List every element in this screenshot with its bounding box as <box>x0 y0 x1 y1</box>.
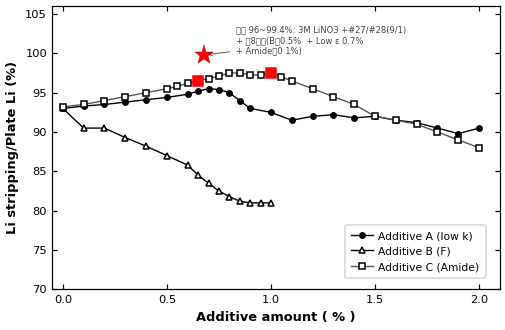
Additive A (low k) <box>268 110 274 114</box>
Additive A (low k) <box>350 116 357 120</box>
Additive A (low k) <box>60 107 66 111</box>
Additive A (low k) <box>330 113 336 117</box>
Additive A (low k) <box>371 114 377 118</box>
Additive A (low k) <box>216 87 222 91</box>
Additive C (Amide) <box>392 118 398 122</box>
Additive B (F) <box>101 126 107 130</box>
Additive C (Amide) <box>101 99 107 103</box>
Additive A (low k) <box>184 92 190 96</box>
Additive A (low k) <box>434 126 440 130</box>
Additive C (Amide) <box>330 95 336 99</box>
Additive C (Amide) <box>257 73 263 77</box>
Additive A (low k) <box>205 87 211 91</box>
Additive C (Amide) <box>184 81 190 85</box>
Y-axis label: Li stripping/Plate Li (%): Li stripping/Plate Li (%) <box>6 61 19 234</box>
Additive A (low k) <box>475 126 481 130</box>
Additive C (Amide) <box>246 73 252 77</box>
Additive C (Amide) <box>122 95 128 99</box>
Additive B (F) <box>236 199 242 203</box>
Additive A (low k) <box>246 107 252 111</box>
Additive A (low k) <box>413 120 419 124</box>
Additive A (low k) <box>288 118 294 122</box>
Additive C (Amide) <box>205 77 211 81</box>
Additive A (low k) <box>236 99 242 103</box>
Additive C (Amide) <box>350 103 357 107</box>
Additive A (low k) <box>164 95 170 99</box>
Additive A (low k) <box>195 89 201 93</box>
Additive C (Amide) <box>226 71 232 75</box>
Additive A (low k) <box>80 104 86 108</box>
X-axis label: Additive amount ( % ): Additive amount ( % ) <box>196 311 355 324</box>
Additive B (F) <box>184 163 190 167</box>
Additive C (Amide) <box>216 74 222 78</box>
Additive C (Amide) <box>288 79 294 83</box>
Additive B (F) <box>164 154 170 158</box>
Additive B (F) <box>205 181 211 185</box>
Additive B (F) <box>257 201 263 205</box>
Additive B (F) <box>246 201 252 205</box>
Additive C (Amide) <box>195 79 201 83</box>
Additive B (F) <box>226 195 232 199</box>
Additive A (low k) <box>122 100 128 104</box>
Additive A (low k) <box>226 91 232 95</box>
Additive C (Amide) <box>371 114 377 118</box>
Additive B (F) <box>195 173 201 177</box>
Legend: Additive A (low k), Additive B (F), Additive C (Amide): Additive A (low k), Additive B (F), Addi… <box>344 224 485 279</box>
Additive A (low k) <box>143 98 149 102</box>
Additive C (Amide) <box>143 91 149 95</box>
Additive A (low k) <box>309 114 315 118</box>
Additive A (low k) <box>454 132 461 136</box>
Additive B (F) <box>122 136 128 140</box>
Additive C (Amide) <box>174 84 180 88</box>
Additive C (Amide) <box>60 105 66 109</box>
Additive C (Amide) <box>454 138 461 142</box>
Additive C (Amide) <box>413 122 419 126</box>
Additive A (low k) <box>101 103 107 107</box>
Additive C (Amide) <box>278 75 284 79</box>
Additive C (Amide) <box>80 103 86 107</box>
Additive B (F) <box>80 126 86 130</box>
Additive B (F) <box>60 107 66 111</box>
Additive B (F) <box>143 144 149 148</box>
Additive C (Amide) <box>475 146 481 150</box>
Text: 효율 96~99.4%: 3M LiNO3 +#27/#28(9/1)
+ 쳊8가제(B계0.5%  + Low ε 0.7%
+ Amide계0 1%): 효율 96~99.4%: 3M LiNO3 +#27/#28(9/1) + 쳊8… <box>208 26 405 56</box>
Additive B (F) <box>216 189 222 193</box>
Line: Additive C (Amide): Additive C (Amide) <box>59 70 482 151</box>
Additive C (Amide) <box>309 87 315 91</box>
Additive C (Amide) <box>164 87 170 91</box>
Additive C (Amide) <box>268 71 274 75</box>
Additive B (F) <box>268 201 274 205</box>
Line: Additive B (F): Additive B (F) <box>59 105 274 206</box>
Additive A (low k) <box>392 118 398 122</box>
Additive C (Amide) <box>236 71 242 75</box>
Additive C (Amide) <box>434 130 440 134</box>
Line: Additive A (low k): Additive A (low k) <box>60 86 481 136</box>
